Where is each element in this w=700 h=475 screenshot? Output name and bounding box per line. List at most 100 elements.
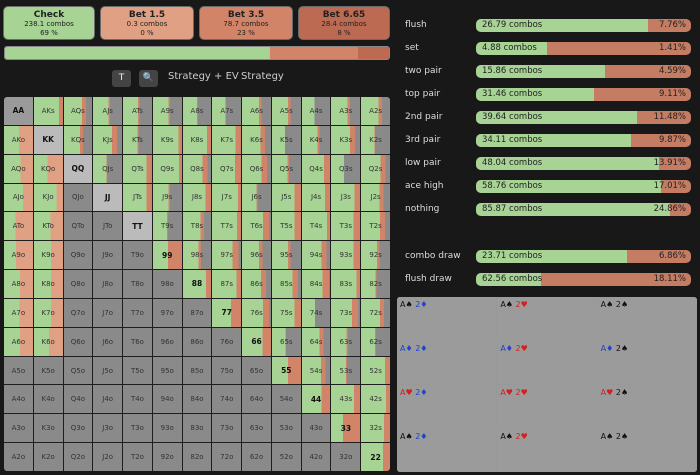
hand-cell-95o[interactable]: 95o <box>152 356 182 385</box>
hand-cell-t6s[interactable]: T6s <box>242 212 271 241</box>
hand-cell-kts[interactable]: KTs <box>123 125 152 154</box>
hand-cell-83o[interactable]: 83o <box>182 414 212 443</box>
category-bar-set[interactable]: 4.88 combos 1.41% <box>476 42 691 55</box>
hand-cell-85s[interactable]: 85s <box>271 270 301 298</box>
hand-cell-aa[interactable]: AA <box>4 97 33 125</box>
hand-cell-aqo[interactable]: AQo <box>4 154 33 183</box>
hand-cell-t3s[interactable]: T3s <box>331 212 361 241</box>
hand-cell-q6s[interactable]: Q6s <box>242 154 271 183</box>
hand-cell-t4o[interactable]: T4o <box>123 385 152 414</box>
category-bar-flush[interactable]: 26.79 combos 7.76% <box>476 19 691 32</box>
hand-cell-75s[interactable]: 75s <box>271 298 301 327</box>
hand-cell-82o[interactable]: 82o <box>182 443 212 471</box>
hand-cell-a4s[interactable]: A4s <box>301 97 331 125</box>
hand-cell-j5o[interactable]: J5o <box>93 356 123 385</box>
hand-cell-j4o[interactable]: J4o <box>93 385 123 414</box>
hand-cell-aks[interactable]: AKs <box>33 97 63 125</box>
hand-cell-32s[interactable]: 32s <box>361 414 390 443</box>
hand-cell-ajs[interactable]: AJs <box>93 97 123 125</box>
hand-cell-ajo[interactable]: AJo <box>4 183 33 212</box>
hand-cell-64o[interactable]: 64o <box>242 385 271 414</box>
hand-cell-j9s[interactable]: J9s <box>152 183 182 212</box>
hand-cell-42o[interactable]: 42o <box>301 443 331 471</box>
hand-cell-a8o[interactable]: A8o <box>4 270 33 298</box>
hand-cell-j7o[interactable]: J7o <box>93 298 123 327</box>
hand-cell-a9s[interactable]: A9s <box>152 97 182 125</box>
hand-cell-75o[interactable]: 75o <box>212 356 242 385</box>
hand-cell-j5s[interactable]: J5s <box>271 183 301 212</box>
hand-cell-94o[interactable]: 94o <box>152 385 182 414</box>
hand-cell-j4s[interactable]: J4s <box>301 183 331 212</box>
hand-cell-a6o[interactable]: A6o <box>4 327 33 356</box>
hand-cell-q7s[interactable]: Q7s <box>212 154 242 183</box>
hand-cell-54s[interactable]: 54s <box>301 356 331 385</box>
hand-cell-ako[interactable]: AKo <box>4 125 33 154</box>
hand-cell-jts[interactable]: JTs <box>123 183 152 212</box>
hand-cell-a6s[interactable]: A6s <box>242 97 271 125</box>
hand-cell-a2s[interactable]: A2s <box>361 97 390 125</box>
category-bar-combo-draw[interactable]: 23.71 combos 6.86% <box>476 250 691 263</box>
hand-cell-t8s[interactable]: T8s <box>182 212 212 241</box>
hand-cell-92s[interactable]: 92s <box>361 241 390 270</box>
hand-cell-88[interactable]: 88 <box>182 270 212 298</box>
hand-cell-j3o[interactable]: J3o <box>93 414 123 443</box>
hand-cell-a7o[interactable]: A7o <box>4 298 33 327</box>
hand-cell-k6s[interactable]: K6s <box>242 125 271 154</box>
hand-cell-64s[interactable]: 64s <box>301 327 331 356</box>
hand-cell-kto[interactable]: KTo <box>33 212 63 241</box>
hand-cell-k7s[interactable]: K7s <box>212 125 242 154</box>
hand-cell-k4s[interactable]: K4s <box>301 125 331 154</box>
hand-cell-a2o[interactable]: A2o <box>4 443 33 471</box>
hand-cell-55[interactable]: 55 <box>271 356 301 385</box>
hand-cell-j7s[interactable]: J7s <box>212 183 242 212</box>
hand-cell-q9s[interactable]: Q9s <box>152 154 182 183</box>
hand-cell-87s[interactable]: 87s <box>212 270 242 298</box>
hand-cell-33[interactable]: 33 <box>331 414 361 443</box>
hand-cell-q8o[interactable]: Q8o <box>63 270 93 298</box>
hand-cell-96o[interactable]: 96o <box>152 327 182 356</box>
hand-cell-q3s[interactable]: Q3s <box>331 154 361 183</box>
hand-cell-53s[interactable]: 53s <box>331 356 361 385</box>
hand-cell-86s[interactable]: 86s <box>242 270 271 298</box>
hand-cell-aqs[interactable]: AQs <box>63 97 93 125</box>
hand-cell-76s[interactable]: 76s <box>242 298 271 327</box>
hand-cell-97o[interactable]: 97o <box>152 298 182 327</box>
hand-cell-qjs[interactable]: QJs <box>93 154 123 183</box>
hand-cell-63s[interactable]: 63s <box>331 327 361 356</box>
hand-cell-k7o[interactable]: K7o <box>33 298 63 327</box>
hand-cell-q5s[interactable]: Q5s <box>271 154 301 183</box>
hand-cell-74o[interactable]: 74o <box>212 385 242 414</box>
hand-cell-63o[interactable]: 63o <box>242 414 271 443</box>
hand-cell-q6o[interactable]: Q6o <box>63 327 93 356</box>
hand-cell-q8s[interactable]: Q8s <box>182 154 212 183</box>
hand-cell-jto[interactable]: JTo <box>93 212 123 241</box>
hand-cell-84s[interactable]: 84s <box>301 270 331 298</box>
category-bar-ace-high[interactable]: 58.76 combos 17.01% <box>476 180 691 193</box>
hand-cell-t9o[interactable]: T9o <box>123 241 152 270</box>
hand-cell-kjs[interactable]: KJs <box>93 125 123 154</box>
hand-cell-a9o[interactable]: A9o <box>4 241 33 270</box>
hand-cell-95s[interactable]: 95s <box>271 241 301 270</box>
hand-cell-j8o[interactable]: J8o <box>93 270 123 298</box>
combo-cell[interactable]: A♥ 2♠ <box>597 385 697 428</box>
category-bar-3rd-pair[interactable]: 34.11 combos 9.87% <box>476 134 691 147</box>
hand-cell-73o[interactable]: 73o <box>212 414 242 443</box>
hand-cell-93o[interactable]: 93o <box>152 414 182 443</box>
hand-cell-82s[interactable]: 82s <box>361 270 390 298</box>
combo-cell[interactable]: A♥ 2♥ <box>497 385 597 428</box>
hand-cell-65o[interactable]: 65o <box>242 356 271 385</box>
hand-cell-t7o[interactable]: T7o <box>123 298 152 327</box>
combo-cell[interactable]: A♦ 2♦ <box>397 341 497 384</box>
hand-cell-a3s[interactable]: A3s <box>331 97 361 125</box>
hand-cell-k9s[interactable]: K9s <box>152 125 182 154</box>
hand-cell-kqs[interactable]: KQs <box>63 125 93 154</box>
hand-cell-j3s[interactable]: J3s <box>331 183 361 212</box>
hand-cell-86o[interactable]: 86o <box>182 327 212 356</box>
hand-cell-72o[interactable]: 72o <box>212 443 242 471</box>
hand-cell-92o[interactable]: 92o <box>152 443 182 471</box>
hand-cell-77[interactable]: 77 <box>212 298 242 327</box>
combo-cell[interactable]: A♠ 2♦ <box>397 297 497 340</box>
hand-cell-a8s[interactable]: A8s <box>182 97 212 125</box>
hand-cell-72s[interactable]: 72s <box>361 298 390 327</box>
combo-cell[interactable]: A♥ 2♦ <box>397 385 497 428</box>
